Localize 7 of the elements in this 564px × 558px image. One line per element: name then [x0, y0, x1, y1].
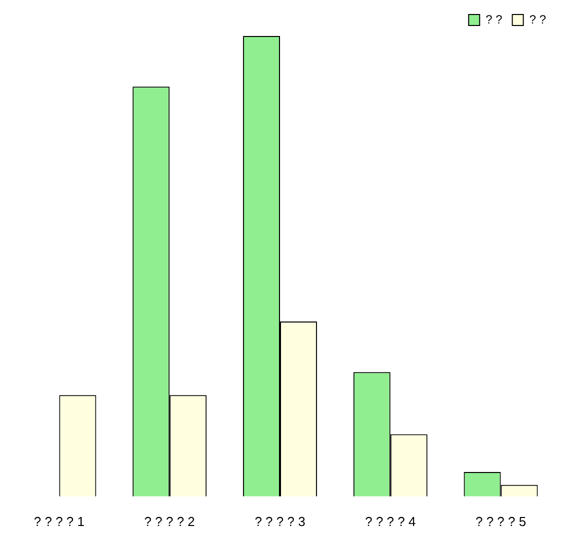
x-tick-label: ? ? ? ? 3 — [254, 514, 306, 529]
x-tick-label: ? ? ? ? 5 — [475, 514, 526, 529]
x-tick-label: ? ? ? ? 2 — [144, 514, 195, 529]
x-tick-label: ? ? ? ? 4 — [365, 514, 416, 529]
legend-label: ? ? — [486, 12, 503, 26]
x-tick-label: ? ? ? ? 1 — [34, 514, 85, 529]
legend-label: ? ? — [529, 12, 546, 26]
